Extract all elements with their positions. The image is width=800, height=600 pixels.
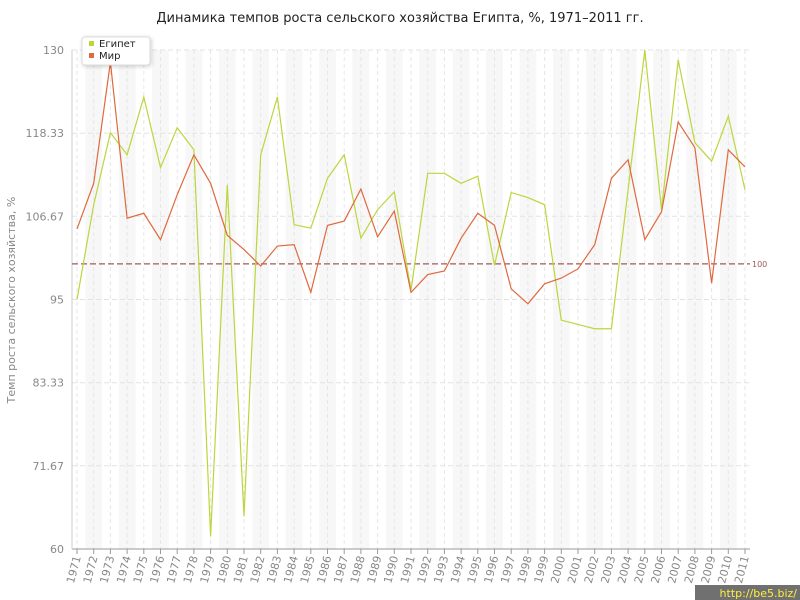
chart-title: Динамика темпов роста сельского хозяйств… (156, 11, 643, 26)
y-tick-label: 118.33 (26, 127, 65, 140)
watermark-bg (695, 585, 800, 600)
y-axis-label: Темп роста сельского хозяйства, % (5, 197, 18, 405)
legend-label: Мир (99, 51, 120, 62)
legend-label: Египет (99, 39, 136, 50)
y-tick-label: 60 (50, 543, 64, 556)
grid-band (519, 50, 537, 549)
y-tick-label: 130 (43, 44, 64, 57)
y-tick-label: 95 (50, 294, 64, 307)
grid-band (285, 50, 303, 549)
legend-swatch (89, 53, 94, 58)
legend-swatch (89, 41, 94, 46)
watermark: http://be5.biz/ (720, 587, 798, 600)
y-tick-label: 106.67 (26, 210, 65, 223)
grid-band (686, 50, 704, 549)
reference-label: 100 (752, 260, 767, 269)
grid-band (452, 50, 470, 549)
grid-band (85, 50, 103, 549)
legend-box (81, 36, 151, 66)
series-line (76, 62, 746, 305)
grid-band (319, 50, 336, 549)
y-tick-label: 71.67 (33, 460, 65, 473)
y-tick-label: 83.33 (33, 377, 65, 390)
grid-band (486, 50, 503, 549)
x-tick-label: 2011 (732, 554, 752, 584)
